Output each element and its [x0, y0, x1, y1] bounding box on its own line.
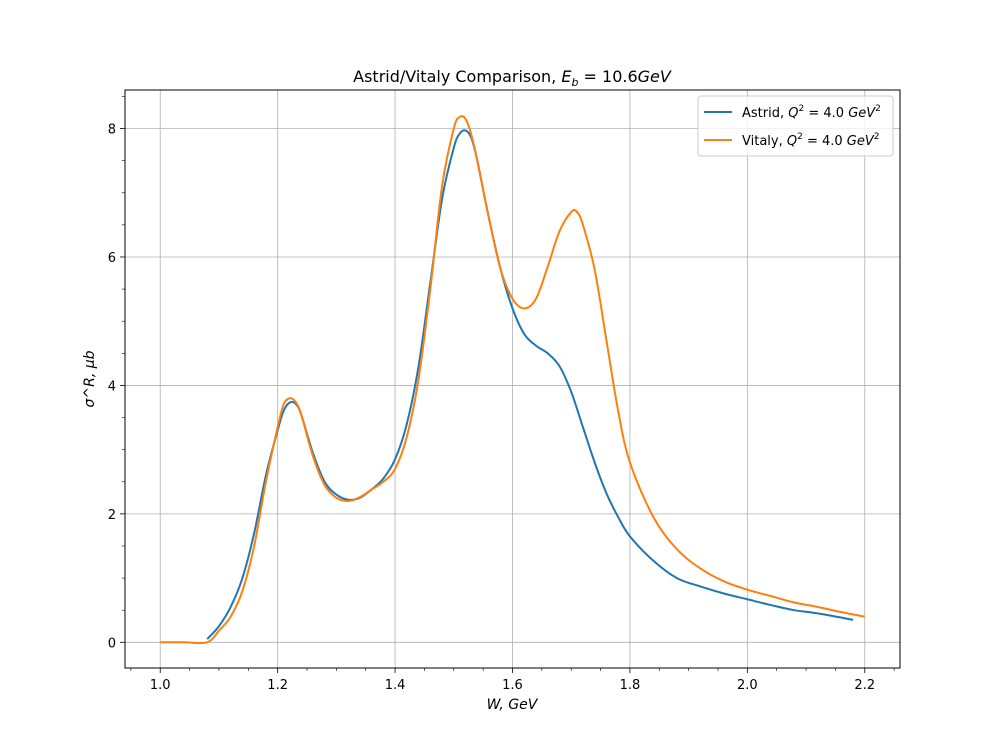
- chart-title: Astrid/Vitaly Comparison, Eb = 10.6GeV: [353, 67, 672, 89]
- x-axis-label: W, GeV: [487, 697, 539, 713]
- ticks: 1.0 1.2 1.4 1.6 1.8 2.0 2.2 0 2 4 6 8: [108, 96, 895, 693]
- x-tick-label: 2.0: [737, 678, 758, 693]
- x-tick-label: 1.0: [150, 678, 171, 693]
- x-tick-label: 1.8: [620, 678, 641, 693]
- x-tick-label: 1.2: [267, 678, 288, 693]
- legend-frame: [697, 95, 894, 157]
- series-line-vitaly: [160, 115, 865, 645]
- series-lines: [160, 115, 865, 645]
- x-tick-label: 2.2: [854, 678, 875, 693]
- legend-label-vitaly: Vitaly, Q2 = 4.0 GeV2: [742, 132, 880, 149]
- y-tick-label: 6: [108, 251, 116, 266]
- x-tick-label: 1.6: [502, 678, 523, 693]
- x-tick-label: 1.4: [385, 678, 406, 693]
- y-tick-label: 2: [108, 508, 116, 523]
- y-tick-label: 0: [108, 636, 116, 651]
- legend: Astrid, Q2 = 4.0 GeV2 Vitaly, Q2 = 4.0 G…: [697, 95, 894, 157]
- legend-label-astrid: Astrid, Q2 = 4.0 GeV2: [742, 104, 881, 121]
- y-axis-label: σ^R, μb: [82, 350, 98, 407]
- y-tick-label: 8: [108, 123, 116, 138]
- grid: [125, 90, 900, 668]
- y-tick-label: 4: [108, 379, 116, 394]
- series-line-astrid: [206, 129, 854, 640]
